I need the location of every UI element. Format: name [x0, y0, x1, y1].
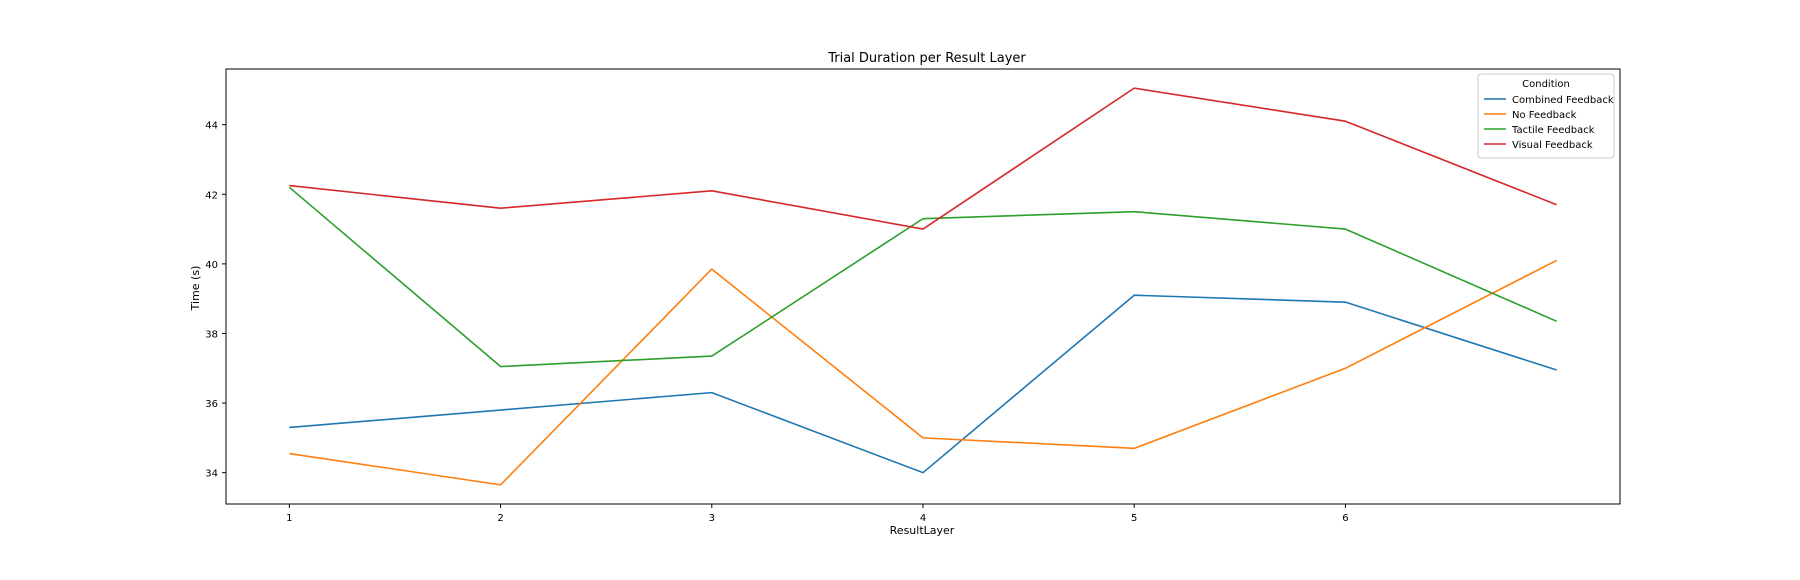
y-tick-label: 36: [205, 399, 218, 410]
legend-box: [1477, 73, 1615, 159]
x-tick-label: 1: [286, 513, 292, 524]
series-line-tactile-feedback: [288, 186, 1557, 368]
legend-label-visual-feedback: Visual Feedback: [1512, 140, 1593, 151]
plot-lines: [288, 87, 1558, 486]
chart-title: Trial Duration per Result Layer: [827, 51, 1026, 66]
series-line-visual-feedback: [289, 87, 1557, 230]
legend-label-tactile-feedback: Tactile Feedback: [1511, 125, 1595, 136]
x-axis-label: ResultLayer: [890, 524, 955, 537]
y-tick-label: 40: [205, 260, 218, 271]
legend-label-combined-feedback: Combined Feedback: [1512, 95, 1614, 106]
series-line-no-feedback: [289, 259, 1558, 486]
plot-area-frame: [225, 68, 1621, 505]
x-tick-label: 2: [497, 513, 503, 524]
legend-title: Condition: [1522, 79, 1570, 90]
series-line-combined-feedback: [289, 294, 1557, 474]
x-tick-label: 6: [1342, 513, 1348, 524]
y-tick-label: 44: [205, 121, 218, 132]
y-tick-label: 42: [205, 190, 218, 201]
x-tick-label: 4: [920, 513, 926, 524]
x-axis-ticks: 1 2 3 4 5 6: [286, 504, 1349, 524]
x-tick-label: 3: [709, 513, 715, 524]
x-tick-label: 5: [1131, 513, 1137, 524]
y-tick-label: 34: [205, 469, 218, 480]
legend: Condition Combined Feedback No Feedback Tac…: [1477, 73, 1615, 159]
legend-label-no-feedback: No Feedback: [1512, 110, 1577, 121]
y-tick-label: 38: [205, 329, 218, 340]
y-axis-label: Time (s): [189, 266, 202, 312]
axes-frame: [225, 68, 1621, 505]
y-axis-ticks: 34 36 38 40 42 44: [205, 121, 226, 480]
